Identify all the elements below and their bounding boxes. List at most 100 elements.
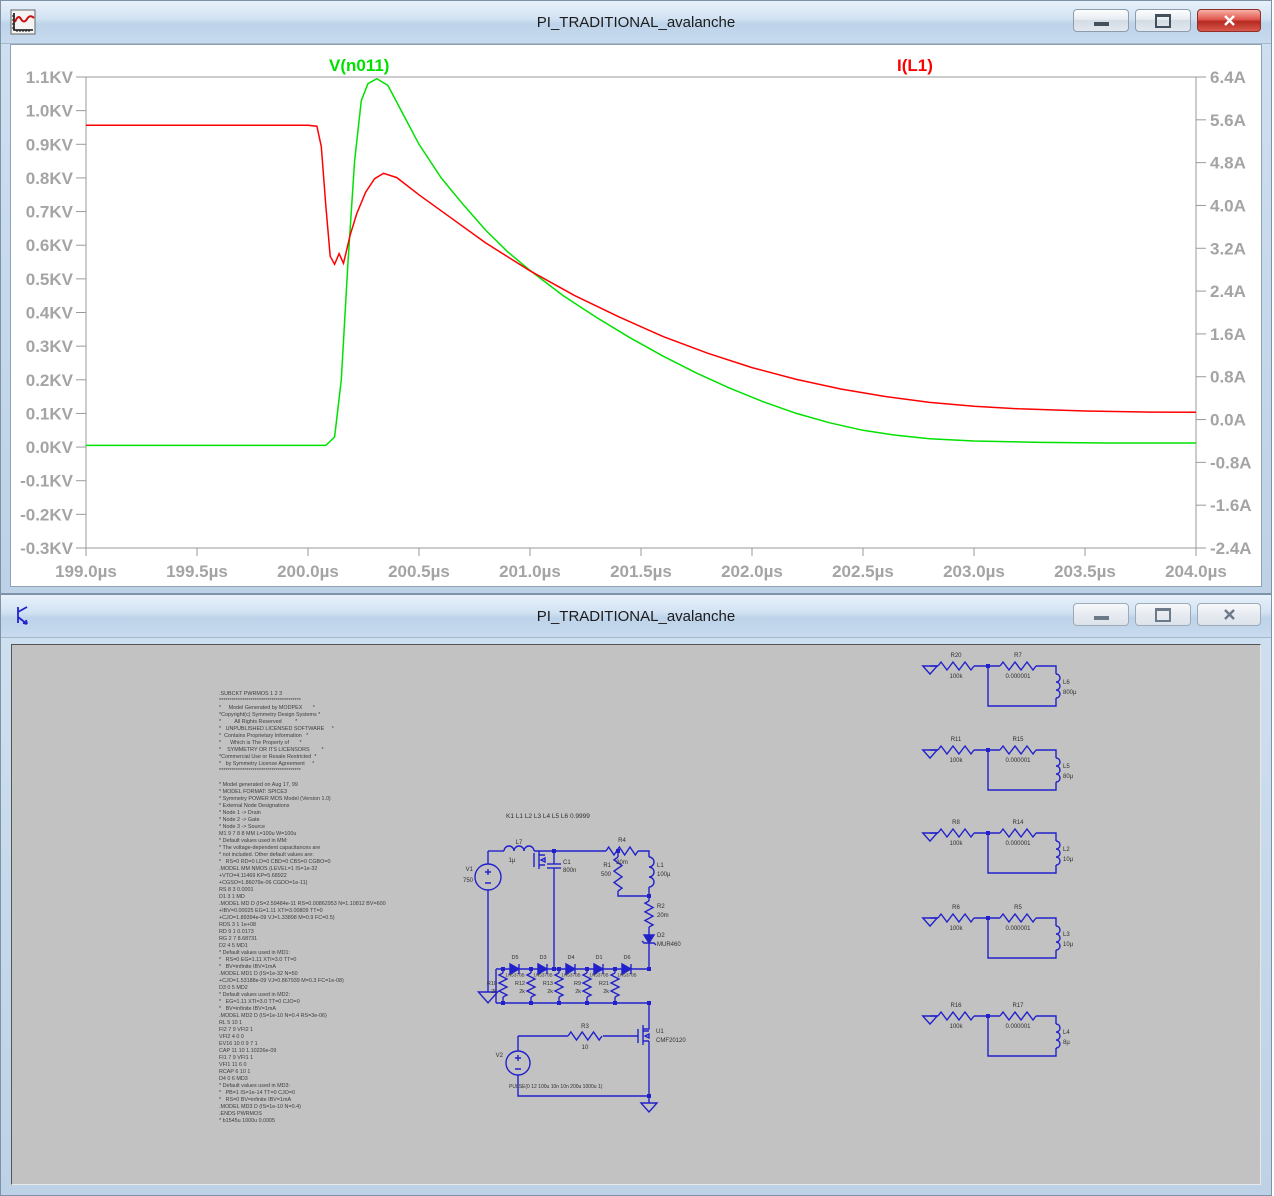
schematic-canvas[interactable]: .SUBCKT PWRMOS 1 2 3 *******************… <box>11 644 1261 1185</box>
svg-text:U1: U1 <box>656 1029 664 1035</box>
close-button[interactable] <box>1197 9 1261 32</box>
svg-text:1.0KV: 1.0KV <box>26 102 74 121</box>
maximize-button[interactable] <box>1135 603 1191 626</box>
svg-text:D1: D1 <box>595 955 602 961</box>
svg-text:R4: R4 <box>618 838 626 844</box>
svg-text:0.9KV: 0.9KV <box>26 135 74 154</box>
svg-text:D3: D3 <box>539 955 546 961</box>
svg-text:L6: L6 <box>1063 680 1070 686</box>
svg-text:199.5µs: 199.5µs <box>166 562 228 581</box>
svg-text:PULSE(0 12 100u 10n 10n 200u 1: PULSE(0 12 100u 10n 10n 200u 1000u 1) <box>509 1084 603 1090</box>
svg-text:I(L1): I(L1) <box>897 56 933 75</box>
svg-text:L3: L3 <box>1063 932 1070 938</box>
svg-text:203.0µs: 203.0µs <box>943 562 1005 581</box>
plot-frame <box>85 76 1197 549</box>
close-button[interactable] <box>1197 603 1261 626</box>
minimize-button[interactable] <box>1073 9 1129 32</box>
waveform-window: PI_TRADITIONAL_avalanche 1.1KV 1.0KV 0.9KV… <box>0 0 1272 594</box>
svg-text:200.0µs: 200.0µs <box>277 562 339 581</box>
minimize-button[interactable] <box>1073 603 1129 626</box>
svg-text:R14: R14 <box>1012 820 1024 826</box>
svg-text:0.4KV: 0.4KV <box>26 304 74 323</box>
svg-text:R15: R15 <box>1012 737 1024 743</box>
maximize-icon <box>1155 13 1171 28</box>
svg-text:1N5370B: 1N5370B <box>589 973 608 978</box>
svg-text:R1: R1 <box>603 863 611 869</box>
legend-V(n011)[interactable]: V(n011) <box>329 56 389 75</box>
x-axis: 199.0µs 199.5µs 200.0µs 200.5µs 201.0µs 201.5… <box>55 548 1227 581</box>
schematic-window: PI_TRADITIONAL_avalanche .SUBCKT PWRMOS … <box>0 594 1272 1196</box>
svg-text:R21: R21 <box>599 981 609 987</box>
spice-netlist-text[interactable]: .SUBCKT PWRMOS 1 2 3 *******************… <box>219 691 386 1124</box>
trace-I(L1)[interactable] <box>86 124 1207 414</box>
svg-text:R13: R13 <box>543 981 553 987</box>
svg-text:2.4A: 2.4A <box>1210 282 1246 301</box>
svg-text:100k: 100k <box>949 674 963 680</box>
svg-text:R3: R3 <box>581 1024 589 1030</box>
legend-I(L1)[interactable]: I(L1) <box>897 56 933 75</box>
spice-directive[interactable]: K1 L1 L2 L3 L4 L5 L6 0.9999 <box>506 813 590 820</box>
waveform-plot-svg[interactable]: 1.1KV 1.0KV 0.9KV 0.8KV 0.7KV 0.6KV 0.5KV 0.4KV… <box>11 45 1265 586</box>
waveform-plot-area[interactable]: 1.1KV 1.0KV 0.9KV 0.8KV 0.7KV 0.6KV 0.5KV 0.4KV… <box>10 44 1262 587</box>
svg-text:0.0A: 0.0A <box>1210 411 1246 430</box>
svg-text:5.6A: 5.6A <box>1210 111 1246 130</box>
svg-text:V2: V2 <box>496 1053 504 1059</box>
svg-text:750: 750 <box>463 878 474 884</box>
svg-text:202.5µs: 202.5µs <box>832 562 894 581</box>
svg-text:-0.8A: -0.8A <box>1210 453 1252 472</box>
svg-text:-1.6A: -1.6A <box>1210 496 1252 515</box>
schematic-icon[interactable] <box>10 603 36 629</box>
waveform-titlebar[interactable]: PI_TRADITIONAL_avalanche <box>1 1 1271 44</box>
svg-text:1N5370B: 1N5370B <box>617 973 636 978</box>
svg-text:100k: 100k <box>949 1024 963 1030</box>
close-icon <box>1223 15 1235 26</box>
svg-text:D5: D5 <box>511 955 518 961</box>
schematic-drawing[interactable]: L7 1µ R4 20m V1 750 C1 800n R1 500 L1 100µ R2 20m D2 MU… <box>12 645 1261 1185</box>
svg-text:2k: 2k <box>519 989 525 995</box>
svg-text:4.0A: 4.0A <box>1210 196 1246 215</box>
svg-text:MUR460: MUR460 <box>657 942 681 948</box>
svg-text:100µ: 100µ <box>657 872 671 878</box>
y-axis-left: 1.1KV 1.0KV 0.9KV 0.8KV 0.7KV 0.6KV 0.5KV 0.4KV… <box>20 68 86 558</box>
svg-text:0.000001: 0.000001 <box>1005 758 1031 764</box>
svg-text:-0.1KV: -0.1KV <box>20 472 74 491</box>
svg-text:100k: 100k <box>949 926 963 932</box>
svg-text:4.8A: 4.8A <box>1210 154 1246 173</box>
svg-text:R6: R6 <box>952 905 960 911</box>
svg-text:3.2A: 3.2A <box>1210 239 1246 258</box>
svg-text:R16: R16 <box>950 1003 962 1009</box>
svg-text:R11: R11 <box>951 737 962 743</box>
svg-text:R17: R17 <box>1012 1003 1024 1009</box>
svg-text:1.6A: 1.6A <box>1210 325 1246 344</box>
svg-text:R5: R5 <box>1014 905 1022 911</box>
schematic-titlebar[interactable]: PI_TRADITIONAL_avalanche <box>1 595 1271 638</box>
svg-text:10µ: 10µ <box>1063 857 1074 863</box>
svg-text:-2.4A: -2.4A <box>1210 539 1252 558</box>
svg-text:D2: D2 <box>657 933 665 939</box>
svg-text:0.8KV: 0.8KV <box>26 169 74 188</box>
svg-text:1µ: 1µ <box>509 858 516 864</box>
svg-text:80µ: 80µ <box>1063 774 1074 780</box>
svg-text:0.3KV: 0.3KV <box>26 337 74 356</box>
waveform-icon[interactable] <box>10 9 36 35</box>
svg-text:0.8A: 0.8A <box>1210 368 1246 387</box>
svg-text:0.000001: 0.000001 <box>1005 926 1031 932</box>
svg-text:0.6KV: 0.6KV <box>26 236 74 255</box>
svg-text:1N5370B: 1N5370B <box>533 973 552 978</box>
svg-text:D4: D4 <box>567 955 574 961</box>
svg-text:R2: R2 <box>657 904 665 910</box>
svg-text:203.5µs: 203.5µs <box>1054 562 1116 581</box>
svg-text:V(n011): V(n011) <box>329 56 389 75</box>
y-axis-right: 6.4A 5.6A 4.8A 4.0A 3.2A 2.4A 1.6A 0.8A 0.0A -0.8… <box>1196 68 1252 558</box>
svg-text:R8: R8 <box>952 820 960 826</box>
svg-text:L1: L1 <box>657 863 664 869</box>
svg-text:200.5µs: 200.5µs <box>388 562 450 581</box>
svg-text:-0.3KV: -0.3KV <box>20 539 74 558</box>
svg-text:8µ: 8µ <box>1063 1040 1070 1046</box>
svg-text:CMF20120: CMF20120 <box>656 1038 686 1044</box>
svg-text:2k: 2k <box>491 989 497 995</box>
trace-V(n011)[interactable] <box>86 77 1207 447</box>
svg-text:800n: 800n <box>563 868 576 874</box>
maximize-button[interactable] <box>1135 9 1191 32</box>
close-icon <box>1223 609 1235 620</box>
